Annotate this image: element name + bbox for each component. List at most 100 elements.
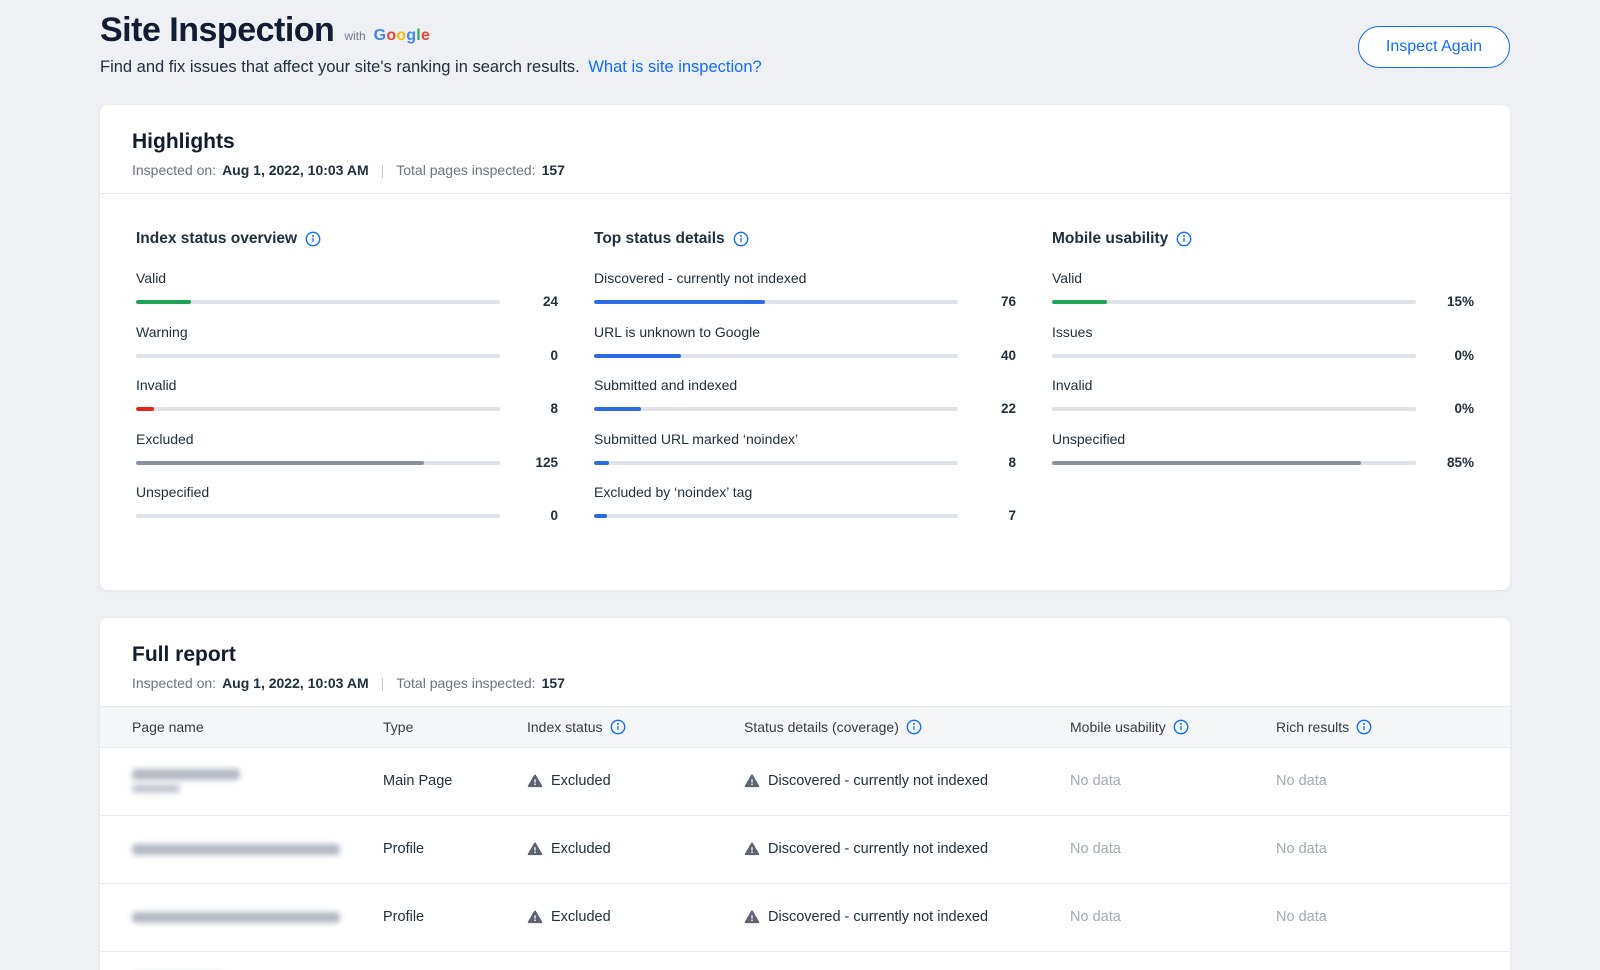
column-header-label: Page name [132,718,204,735]
progress-bar [1052,407,1416,412]
metric-label: Unspecified [1052,430,1126,447]
info-icon[interactable] [305,231,321,247]
meta-separator: | [380,162,385,179]
metric-row: Excluded by ‘noindex’ tag 7 [594,484,1016,523]
column-header-status-details-coverage: Status details (coverage) [744,719,1070,735]
metric-row: Warning 0 [136,324,558,363]
metric-value: 85% [1446,454,1474,470]
warning-icon [527,841,543,857]
table-row[interactable]: Profile Excluded Discovered - currently … [100,816,1510,884]
column-header-label: Rich results [1276,718,1350,735]
google-letter: l [416,27,421,45]
metric-row: Excluded 125 [136,431,558,470]
table-row[interactable]: Main Page Excluded Discovered - currentl… [100,748,1510,816]
metric-row: Invalid 0% [1052,377,1474,416]
type-cell: Profile [383,909,425,926]
metric-value: 7 [1008,508,1016,524]
warning-icon [527,773,543,789]
rich-results-cell: No data [1276,909,1327,926]
status-label: Discovered - currently not indexed [768,773,989,790]
info-icon[interactable] [610,719,626,735]
metric-label: Unspecified [136,484,210,501]
google-letter: g [406,27,417,45]
progress-bar-fill [594,460,609,465]
metric-label: URL is unknown to Google [594,323,761,340]
info-icon[interactable] [1176,231,1192,247]
status-details-cell: Discovered - currently not indexed [744,773,1070,789]
progress-bar [1052,460,1416,465]
full-report-meta: Inspected on: Aug 1, 2022, 10:03 AM | To… [132,675,1478,691]
page-subtitle: Find and fix issues that affect your sit… [100,58,762,77]
google-logo: Google [374,27,430,49]
table-header-row: Page name Type Index status Status detai… [100,705,1510,748]
table-body: Main Page Excluded Discovered - currentl… [100,748,1510,970]
metric-value: 0 [550,347,558,363]
with-label: with [344,29,366,44]
google-letter: e [420,27,431,45]
highlight-panels: Index status overview Valid 24 Warning 0… [100,194,1510,590]
metric-label: Submitted and indexed [594,377,738,394]
metric-label: Issues [1052,323,1093,340]
rich-results-cell: No data [1276,773,1327,790]
highlights-card: Highlights Inspected on: Aug 1, 2022, 10… [100,105,1510,590]
status-details-cell: Discovered - currently not indexed [744,909,1070,925]
info-icon[interactable] [906,719,922,735]
progress-bar-fill [594,353,682,358]
progress-bar [594,460,958,465]
progress-bar [136,407,500,412]
progress-bar-fill [136,300,191,305]
column-header-label: Index status [527,718,603,735]
progress-bar [594,353,958,358]
table-row[interactable]: Profile Excluded Discovered - currently … [100,884,1510,952]
page-name-cell [132,765,383,797]
inspected-on-label: Inspected on: [132,162,217,179]
metric-label: Excluded by ‘noindex’ tag [594,484,753,501]
divider [100,193,1510,195]
status-details-cell: Discovered - currently not indexed [744,841,1070,857]
panel-title: Index status overview [136,230,298,248]
progress-bar [136,514,500,519]
table-row[interactable]: Product Invalid Submitted, marked ‘noind… [100,952,1510,970]
metric-row: Submitted URL marked ‘noindex’ 8 [594,431,1016,470]
info-icon[interactable] [733,231,749,247]
metric-value: 0 [550,508,558,524]
column-header-label: Type [383,718,414,735]
total-pages-label: Total pages inspected: [396,162,536,179]
metric-row: Issues 0% [1052,324,1474,363]
info-icon[interactable] [1356,719,1372,735]
metric-label: Submitted URL marked ‘noindex’ [594,430,799,447]
progress-bar-fill [1052,300,1107,305]
status-label: Excluded [551,773,611,790]
info-icon[interactable] [1173,719,1189,735]
status-label: Discovered - currently not indexed [768,841,989,858]
what-is-site-inspection-link[interactable]: What is site inspection? [588,58,762,77]
column-header-label: Mobile usability [1070,718,1166,735]
total-pages-value: 157 [541,162,565,179]
metric-row: Valid 24 [136,270,558,309]
panel-title: Top status details [594,230,725,248]
mobile-usability-cell: No data [1070,841,1121,858]
progress-bar [1052,300,1416,305]
full-report-card-head: Full report Inspected on: Aug 1, 2022, 1… [100,618,1510,706]
metric-row: Unspecified 0 [136,484,558,523]
inspected-on-value: Aug 1, 2022, 10:03 AM [222,674,369,691]
inspected-on-label: Inspected on: [132,674,217,691]
mobile-usability-cell: No data [1070,773,1121,790]
inspect-again-button[interactable]: Inspect Again [1357,26,1510,68]
progress-bar-fill [594,300,766,305]
panel-title: Mobile usability [1052,230,1169,248]
status-label: Excluded [551,909,611,926]
redacted-page-name [132,784,180,794]
progress-bar [136,353,500,358]
metric-label: Warning [136,323,188,340]
highlight-panel: Index status overview Valid 24 Warning 0… [136,230,558,538]
metric-value: 8 [550,401,558,417]
warning-icon [744,909,760,925]
metric-value: 0% [1454,347,1474,363]
google-letter: o [386,27,397,45]
index-status-cell: Excluded [527,909,744,925]
metric-row: Submitted and indexed 22 [594,377,1016,416]
status-label: Discovered - currently not indexed [768,909,989,926]
metric-value: 40 [1000,347,1016,363]
metric-row: Discovered - currently not indexed 76 [594,270,1016,309]
